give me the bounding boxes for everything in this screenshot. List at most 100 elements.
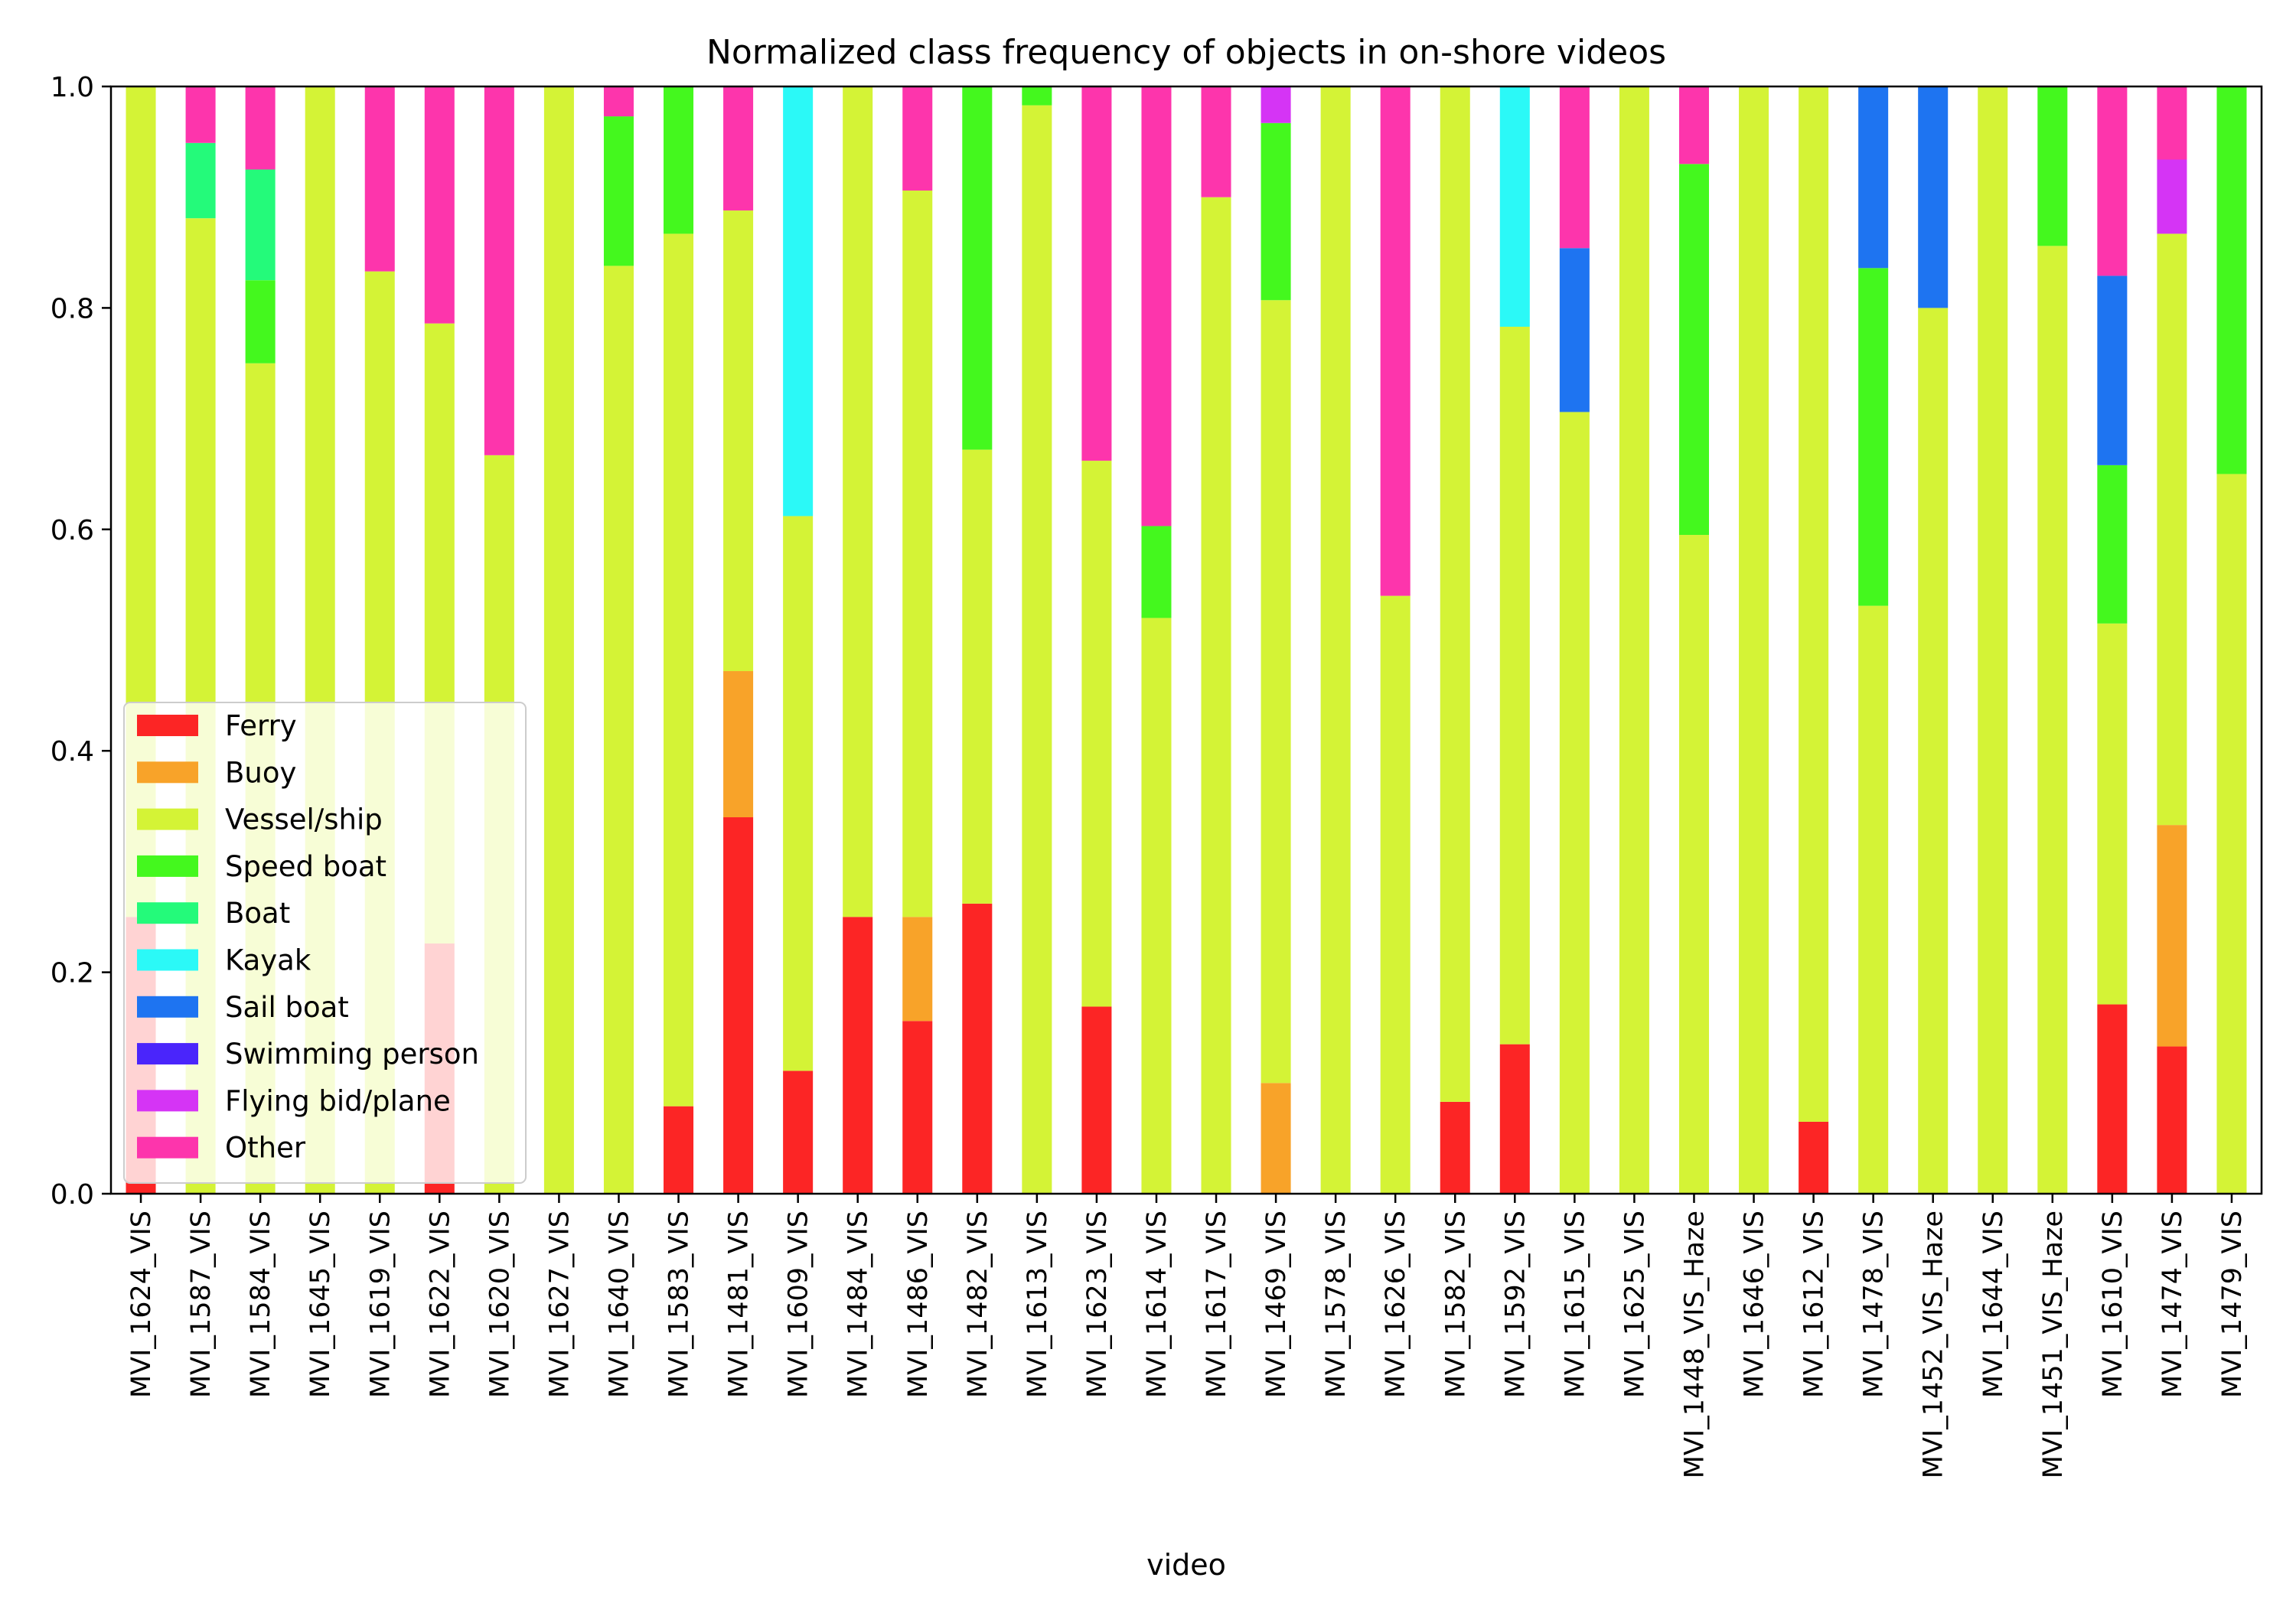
bar-segment xyxy=(1858,86,1889,269)
legend-swatch xyxy=(137,715,198,736)
legend-swatch xyxy=(137,808,198,830)
bar-segment xyxy=(664,86,694,234)
x-tick-label: MVI_1474_VIS xyxy=(2157,1211,2188,1398)
bar-segment xyxy=(902,86,933,191)
legend-label: Other xyxy=(225,1132,306,1165)
axes: 0.0 0.2 0.4 0.6 0.8 1.0 MVI_1624_VIS MVI_1587_V… xyxy=(51,72,2263,1478)
bar-segment xyxy=(2157,86,2187,160)
x-tick-label: MVI_1452_VIS_Haze xyxy=(1919,1211,1949,1478)
bar-segment xyxy=(664,1106,694,1194)
bar-segment xyxy=(902,191,933,917)
x-tick-label: MVI_1451_VIS_Haze xyxy=(2038,1211,2069,1478)
bar-segment xyxy=(2037,246,2068,1194)
bar-segment xyxy=(603,116,634,266)
bar-segment xyxy=(1141,618,1172,1194)
legend-label: Swimming person xyxy=(225,1038,479,1071)
legend: Ferry Buoy Vessel/ship Speed boat Boat Kayak S… xyxy=(123,702,527,1184)
x-tick-label: MVI_1481_VIS xyxy=(724,1211,755,1398)
bar-segment xyxy=(185,142,216,219)
bar-segment xyxy=(1978,86,2008,1194)
bar-segment xyxy=(1619,86,1649,1194)
legend-label: Flying bid/plane xyxy=(225,1084,451,1117)
x-tick-label: MVI_1645_VIS xyxy=(305,1211,336,1398)
bar-segment xyxy=(2097,623,2128,1005)
bar-segment xyxy=(1081,86,1112,461)
bar-segment xyxy=(2037,86,2068,246)
bar-segment xyxy=(1678,535,1709,1194)
bar-segment xyxy=(962,449,993,904)
bar-segment xyxy=(2097,86,2128,276)
bar-segment xyxy=(364,86,395,272)
x-tick-label: MVI_1617_VIS xyxy=(1202,1211,1232,1398)
legend-label: Buoy xyxy=(225,756,296,789)
bar-segment xyxy=(1081,461,1112,1007)
bar-segment xyxy=(1261,86,1291,123)
legend-label: Boat xyxy=(225,897,290,930)
legend-swatch xyxy=(137,1136,198,1159)
x-tick-label: MVI_1587_VIS xyxy=(186,1211,217,1398)
bar-segment xyxy=(1440,86,1470,1102)
x-tick-label: MVI_1627_VIS xyxy=(544,1211,575,1398)
bar-segment xyxy=(1320,86,1351,1194)
bar-segment xyxy=(2157,233,2187,826)
bar-segment xyxy=(1380,595,1411,1194)
bar-segment xyxy=(1678,164,1709,536)
x-tick-label: MVI_1583_VIS xyxy=(664,1211,695,1398)
bar-segment xyxy=(424,86,455,324)
bar-segment xyxy=(723,210,754,672)
x-tick-label: MVI_1614_VIS xyxy=(1142,1211,1172,1398)
x-tick-label: MVI_1484_VIS xyxy=(843,1211,874,1398)
bar-segment xyxy=(2216,474,2247,1194)
bar-segment xyxy=(1559,412,1590,1194)
x-tick-label: MVI_1479_VIS xyxy=(2217,1211,2248,1398)
y-tick-label: 0.2 xyxy=(51,958,94,989)
bar-segment xyxy=(1499,326,1530,1045)
x-tick-label: MVI_1620_VIS xyxy=(484,1211,515,1398)
bar-segment xyxy=(783,86,814,517)
bar-segment xyxy=(1559,248,1590,412)
bar-segment xyxy=(1499,1044,1530,1194)
y-tick-label: 0.0 xyxy=(51,1179,94,1211)
y-tick-label: 0.8 xyxy=(51,293,94,324)
x-tick-label: MVI_1626_VIS xyxy=(1381,1211,1411,1398)
x-tick-label: MVI_1448_VIS_Haze xyxy=(1679,1211,1710,1478)
x-tick-label: MVI_1610_VIS xyxy=(2098,1211,2128,1398)
x-tick-label: MVI_1609_VIS xyxy=(784,1211,814,1398)
bar-segment xyxy=(664,233,694,1106)
bar-segment xyxy=(2097,1004,2128,1194)
bar-segment xyxy=(1201,86,1231,197)
bar-segment xyxy=(962,903,993,1194)
x-tick-label: MVI_1486_VIS xyxy=(903,1211,934,1398)
bar-segment xyxy=(1380,86,1411,596)
y-tick-label: 0.4 xyxy=(51,736,94,768)
plot-frame xyxy=(109,85,2263,1195)
bar-segment xyxy=(1022,86,1052,106)
legend-swatch xyxy=(137,1043,198,1065)
bar-segment xyxy=(484,86,514,455)
x-tick-label: MVI_1640_VIS xyxy=(604,1211,634,1398)
bar-segment xyxy=(1799,86,1829,1122)
bar-segment xyxy=(783,516,814,1071)
bar-segment xyxy=(245,280,276,363)
bar-segment xyxy=(603,266,634,1194)
bar-segment xyxy=(1799,1121,1829,1194)
x-tick-label: MVI_1619_VIS xyxy=(365,1211,396,1398)
bar-segment xyxy=(1918,86,1949,308)
x-tick-label: MVI_1613_VIS xyxy=(1022,1211,1053,1398)
legend-swatch xyxy=(137,761,198,784)
bars-layer xyxy=(126,86,2247,1194)
legend-swatch xyxy=(137,949,198,971)
bar-segment xyxy=(1559,86,1590,249)
x-axis-label: video xyxy=(1146,1548,1226,1582)
x-tick-label: MVI_1478_VIS xyxy=(1859,1211,1890,1398)
y-tick-label: 0.6 xyxy=(51,515,94,546)
bar-segment xyxy=(2157,159,2187,234)
bar-segment xyxy=(1141,526,1172,618)
bar-segment xyxy=(1440,1101,1470,1194)
x-tick-label: MVI_1582_VIS xyxy=(1440,1211,1471,1398)
bar-segment xyxy=(2157,1046,2187,1194)
bar-segment xyxy=(2157,825,2187,1047)
bar-segment xyxy=(1141,86,1172,526)
